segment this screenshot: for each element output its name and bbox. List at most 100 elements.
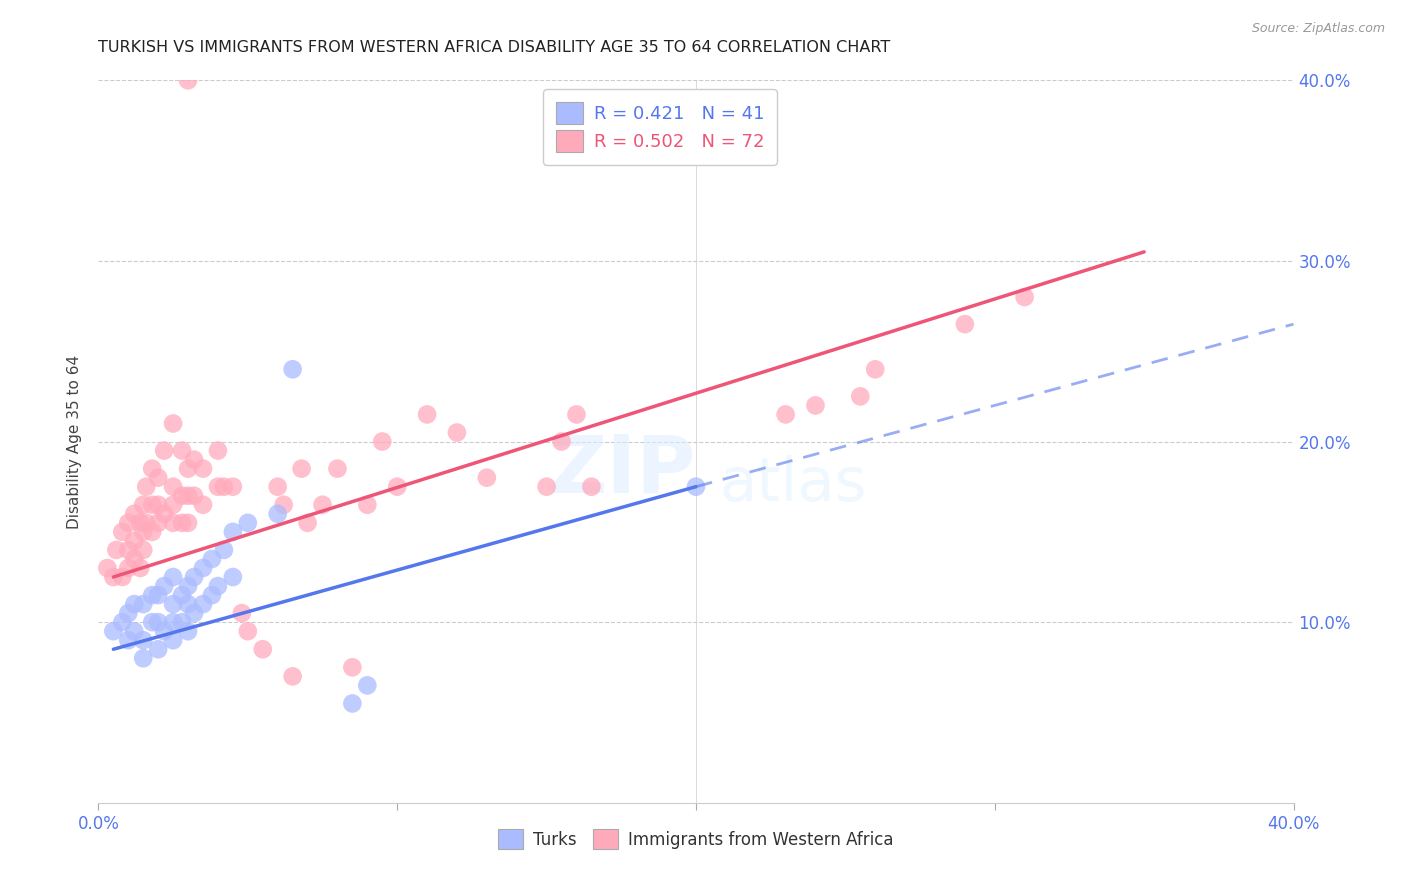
Point (849, 389, 872, 403)
Point (162, 633, 184, 648)
Point (172, 588, 194, 602)
Point (172, 615, 194, 630)
Point (281, 362, 304, 376)
Point (267, 507, 290, 521)
Point (222, 524, 245, 539)
Y-axis label: Disability Age 35 to 64: Disability Age 35 to 64 (67, 354, 83, 529)
Point (162, 570, 184, 584)
Point (141, 524, 163, 539)
Point (201, 588, 224, 602)
Point (267, 480, 290, 494)
Point (162, 498, 184, 512)
Point (124, 552, 146, 566)
Point (236, 516, 259, 530)
Point (183, 489, 205, 503)
Point (132, 542, 155, 557)
Point (416, 408, 439, 422)
Point (565, 408, 588, 422)
Point (124, 624, 146, 639)
Point (342, 697, 364, 711)
Point (162, 597, 184, 611)
Point (183, 606, 205, 620)
Point (153, 507, 176, 521)
Point (252, 642, 274, 657)
Point (172, 489, 194, 503)
Point (183, 452, 205, 467)
Point (141, 615, 163, 630)
Point (162, 480, 184, 494)
Point (148, 615, 170, 630)
Point (172, 443, 194, 458)
Point (153, 579, 176, 593)
Point (177, 579, 200, 593)
Point (273, 498, 295, 512)
Point (111, 570, 134, 584)
Point (177, 597, 200, 611)
Point (162, 417, 184, 431)
Point (135, 480, 157, 494)
Point (111, 615, 134, 630)
Point (103, 570, 125, 584)
Point (191, 561, 214, 575)
Point (356, 498, 378, 512)
Point (177, 461, 200, 475)
Point (207, 480, 229, 494)
Point (207, 443, 229, 458)
Point (581, 480, 603, 494)
Point (342, 660, 364, 674)
Point (153, 624, 176, 639)
Point (148, 498, 170, 512)
Point (177, 73, 200, 87)
Point (550, 434, 572, 449)
Point (177, 624, 200, 639)
Point (117, 633, 139, 648)
Point (177, 516, 200, 530)
Point (371, 434, 394, 449)
Text: atlas: atlas (720, 456, 868, 515)
Point (865, 362, 887, 376)
Point (124, 597, 146, 611)
Legend: Turks, Immigrants from Western Africa: Turks, Immigrants from Western Africa (492, 822, 900, 856)
Point (148, 588, 170, 602)
Point (685, 480, 707, 494)
Point (212, 480, 235, 494)
Point (153, 443, 176, 458)
Point (141, 588, 163, 602)
Point (172, 516, 194, 530)
Point (117, 542, 139, 557)
Text: ZIP: ZIP (548, 432, 696, 509)
Point (132, 651, 155, 665)
Point (132, 597, 155, 611)
Point (201, 552, 224, 566)
Point (162, 516, 184, 530)
Point (132, 524, 155, 539)
Point (183, 570, 205, 584)
Point (475, 471, 498, 485)
Point (297, 516, 319, 530)
Point (1014, 290, 1036, 304)
Point (132, 633, 155, 648)
Point (117, 516, 139, 530)
Point (804, 398, 827, 412)
Point (222, 480, 245, 494)
Point (207, 579, 229, 593)
Point (385, 480, 409, 494)
Point (446, 425, 468, 440)
Point (775, 408, 797, 422)
Point (135, 516, 157, 530)
Point (117, 606, 139, 620)
Point (191, 597, 214, 611)
Text: Source: ZipAtlas.com: Source: ZipAtlas.com (1251, 22, 1385, 36)
Text: TURKISH VS IMMIGRANTS FROM WESTERN AFRICA DISABILITY AGE 35 TO 64 CORRELATION CH: TURKISH VS IMMIGRANTS FROM WESTERN AFRIC… (98, 40, 890, 55)
Point (129, 516, 152, 530)
Point (162, 615, 184, 630)
Point (148, 471, 170, 485)
Point (311, 498, 333, 512)
Point (953, 317, 976, 331)
Point (536, 480, 558, 494)
Point (105, 542, 128, 557)
Point (222, 570, 245, 584)
Point (356, 678, 378, 692)
Point (231, 606, 253, 620)
Point (191, 461, 214, 475)
